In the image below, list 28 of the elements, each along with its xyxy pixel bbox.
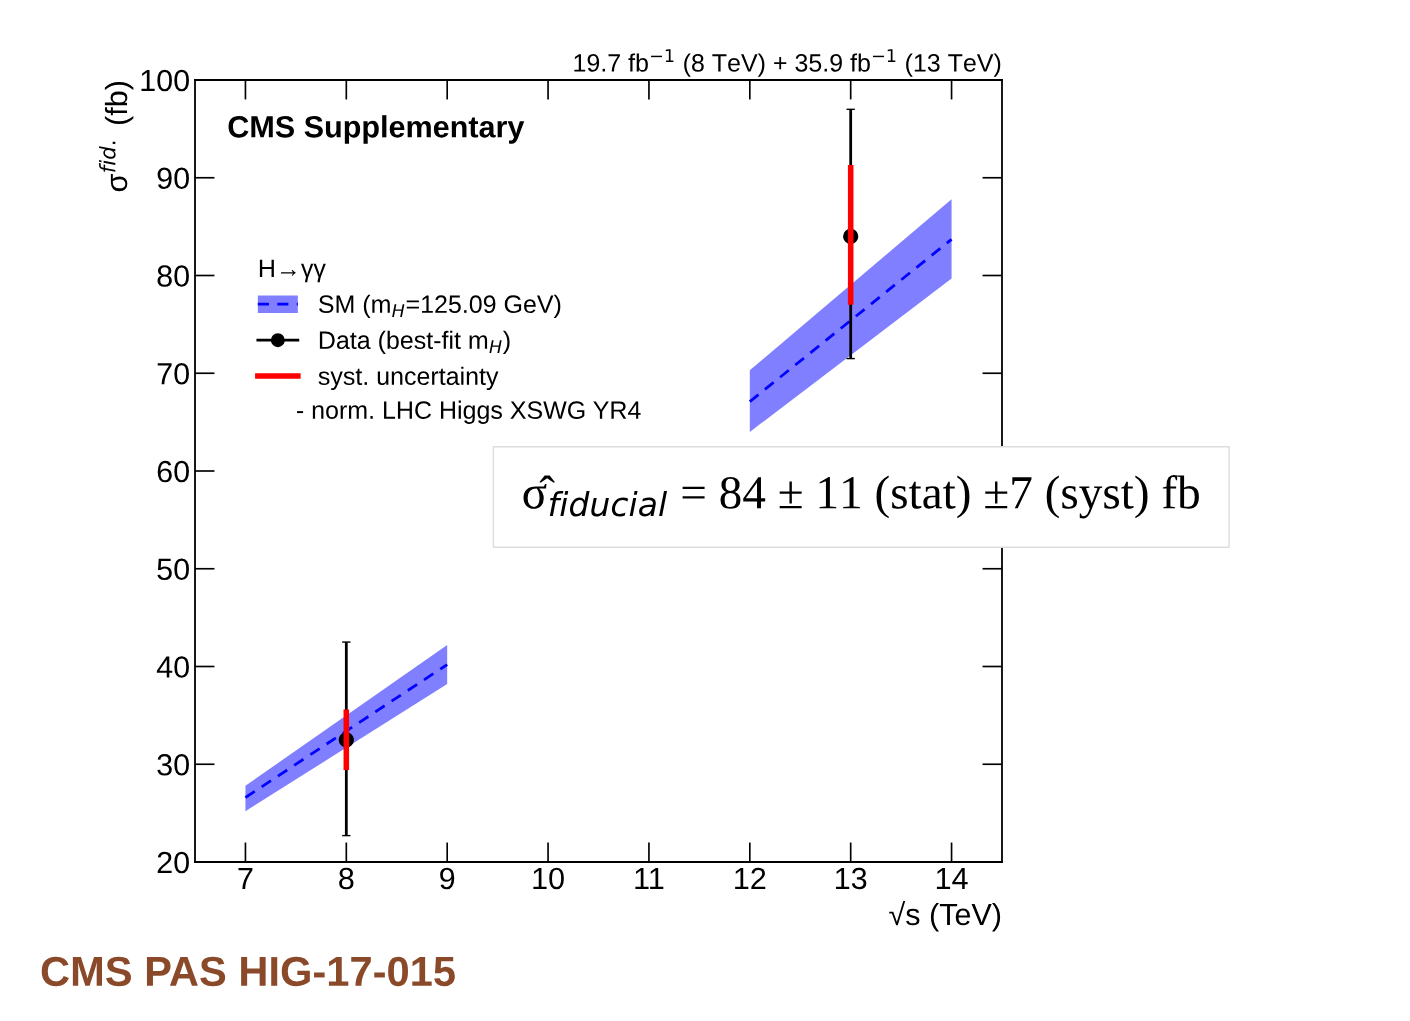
x-tick-label: 11 xyxy=(635,867,664,889)
chart-subtitle: 19.7 fb$^{−1}$ (8 TeV) + 35.9 fb$^{−1}$ (13 TeV) xyxy=(574,49,1001,77)
y-tick-label: 80 xyxy=(157,265,189,287)
y-tick-label: 40 xyxy=(156,656,189,678)
x-tick-label: 8 xyxy=(339,867,354,890)
y-tick-label: 90 xyxy=(157,167,189,190)
annotation: σ̂$_{fiducial}$ = 84 ± 11 (stat) ±7 (syst) fb xyxy=(523,475,1199,519)
legend-label: SM (m$_{H}$=125.09 GeV) xyxy=(318,294,561,318)
annotation: - norm. LHC Higgs XSWG YR4 xyxy=(296,400,641,424)
y-tick-label: 100 xyxy=(141,69,189,92)
x-tick-label: 12 xyxy=(735,867,766,889)
legend-label: Data (best-fit m$_{H}$) xyxy=(319,330,510,354)
y-tick-label: 60 xyxy=(157,460,189,483)
x-axis-title: √s (TeV) xyxy=(889,900,1001,932)
y-tick-label: 50 xyxy=(157,558,189,581)
y-tick-label: 70 xyxy=(157,362,189,385)
annotation: CMS Supplementary xyxy=(228,115,525,144)
text: CMS PAS HIG-17-015 xyxy=(41,956,455,987)
x-tick-label: 10 xyxy=(533,867,564,890)
x-tick-label: 7 xyxy=(238,867,253,889)
x-tick-label: 14 xyxy=(936,867,968,889)
legend-title: H→γγ xyxy=(259,259,326,283)
y-tick-label: 30 xyxy=(157,753,189,776)
y-tick-label: 20 xyxy=(157,851,189,874)
x-tick-label: 9 xyxy=(440,867,455,890)
x-tick-label: 13 xyxy=(836,867,867,890)
legend-label: syst. uncertainty xyxy=(318,366,499,391)
y-axis-title: σ$^{fid.}$ (fb) xyxy=(99,82,134,192)
